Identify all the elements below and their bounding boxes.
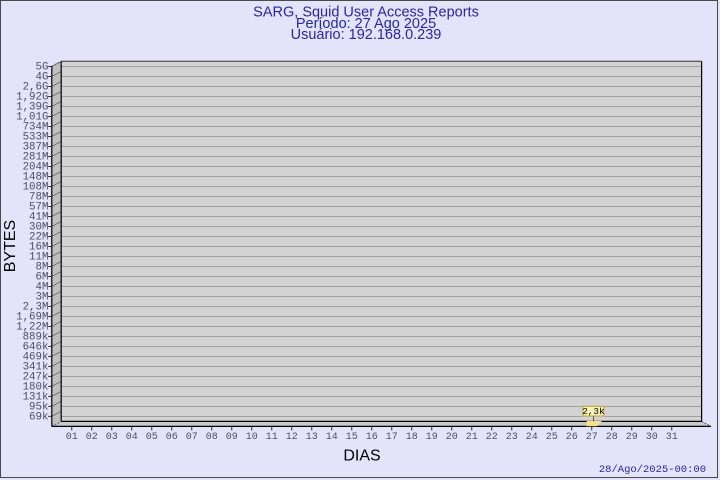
svg-text:23: 23 bbox=[506, 432, 518, 443]
svg-text:29: 29 bbox=[626, 432, 638, 443]
svg-text:26: 26 bbox=[566, 432, 578, 443]
svg-text:02: 02 bbox=[86, 432, 98, 443]
svg-text:01: 01 bbox=[66, 432, 78, 443]
svg-text:30: 30 bbox=[646, 432, 658, 443]
svg-text:16: 16 bbox=[366, 432, 378, 443]
svg-text:20: 20 bbox=[446, 432, 458, 443]
svg-text:13: 13 bbox=[306, 432, 318, 443]
svg-text:11: 11 bbox=[266, 432, 278, 443]
svg-text:17: 17 bbox=[386, 432, 398, 443]
svg-text:25: 25 bbox=[546, 432, 558, 443]
svg-text:06: 06 bbox=[166, 432, 178, 443]
svg-text:28/Ago/2025-00:00: 28/Ago/2025-00:00 bbox=[599, 464, 706, 476]
svg-text:31: 31 bbox=[666, 432, 678, 443]
svg-text:19: 19 bbox=[426, 432, 438, 443]
svg-text:07: 07 bbox=[186, 432, 198, 443]
svg-text:04: 04 bbox=[126, 432, 138, 443]
svg-text:12: 12 bbox=[286, 432, 298, 443]
svg-text:05: 05 bbox=[146, 432, 158, 443]
svg-text:28: 28 bbox=[606, 432, 618, 443]
svg-text:Usuário: 192.168.0.239: Usuário: 192.168.0.239 bbox=[291, 27, 442, 43]
svg-text:03: 03 bbox=[106, 432, 118, 443]
svg-text:22: 22 bbox=[486, 432, 498, 443]
svg-text:18: 18 bbox=[406, 432, 418, 443]
svg-text:69k: 69k bbox=[29, 411, 48, 423]
svg-text:15: 15 bbox=[346, 432, 358, 443]
svg-text:24: 24 bbox=[526, 432, 538, 443]
svg-text:BYTES: BYTES bbox=[2, 220, 19, 272]
svg-text:2,3k: 2,3k bbox=[582, 406, 605, 417]
svg-text:09: 09 bbox=[226, 432, 238, 443]
svg-text:DIAS: DIAS bbox=[343, 448, 380, 465]
svg-text:21: 21 bbox=[466, 432, 478, 443]
svg-text:10: 10 bbox=[246, 432, 258, 443]
svg-text:08: 08 bbox=[206, 432, 218, 443]
svg-text:27: 27 bbox=[586, 432, 598, 443]
svg-text:14: 14 bbox=[326, 432, 338, 443]
